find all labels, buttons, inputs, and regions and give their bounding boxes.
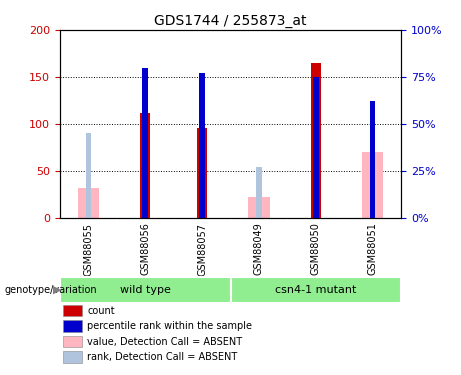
Text: count: count: [87, 306, 115, 316]
Bar: [370, 101, 375, 218]
Bar: [199, 73, 205, 218]
Text: GSM88057: GSM88057: [197, 222, 207, 276]
Bar: [313, 77, 319, 218]
Bar: [63, 351, 82, 363]
Bar: [63, 305, 82, 316]
Text: wild type: wild type: [120, 285, 171, 295]
Text: rank, Detection Call = ABSENT: rank, Detection Call = ABSENT: [87, 352, 237, 362]
Bar: [63, 336, 82, 348]
Bar: [230, 276, 401, 303]
Text: genotype/variation: genotype/variation: [5, 285, 97, 295]
Text: GSM88051: GSM88051: [367, 222, 378, 275]
Bar: [77, 188, 99, 218]
Bar: [86, 133, 91, 218]
Text: percentile rank within the sample: percentile rank within the sample: [87, 321, 252, 331]
Bar: [63, 320, 82, 332]
Text: GSM88050: GSM88050: [311, 222, 321, 275]
Bar: [256, 167, 262, 218]
Text: GSM88055: GSM88055: [83, 222, 94, 276]
Bar: [311, 63, 321, 218]
Text: csn4-1 mutant: csn4-1 mutant: [275, 285, 356, 295]
Bar: [142, 68, 148, 218]
Text: GSM88049: GSM88049: [254, 222, 264, 275]
Text: GSM88056: GSM88056: [140, 222, 150, 275]
Title: GDS1744 / 255873_at: GDS1744 / 255873_at: [154, 13, 307, 28]
Bar: [197, 128, 207, 218]
Text: ▶: ▶: [53, 285, 61, 295]
Bar: [60, 276, 230, 303]
Bar: [140, 112, 150, 218]
Text: value, Detection Call = ABSENT: value, Detection Call = ABSENT: [87, 337, 242, 346]
Bar: [362, 152, 384, 218]
Bar: [248, 197, 270, 218]
